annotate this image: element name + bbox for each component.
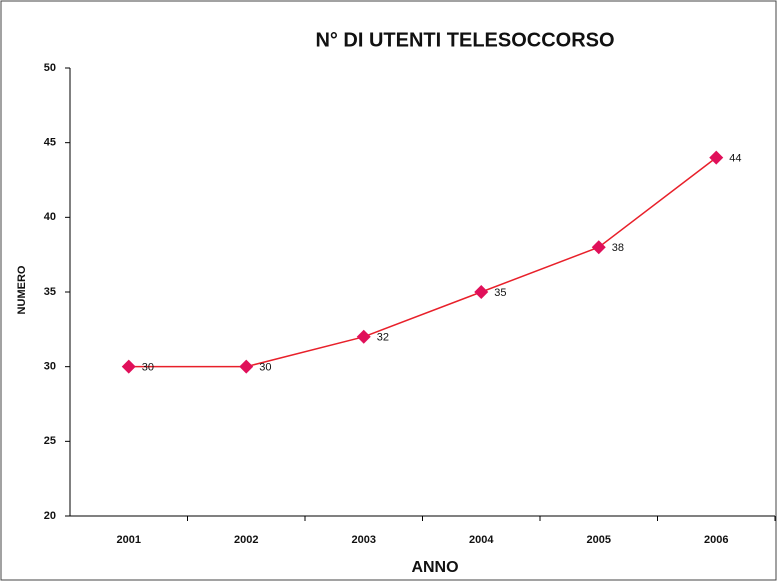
y-tick-label: 30 <box>44 361 56 373</box>
x-axis-label: ANNO <box>411 559 458 576</box>
data-label: 38 <box>612 242 624 254</box>
y-axis-label: NUMERO <box>16 265 28 314</box>
x-tick-label: 2004 <box>469 534 494 546</box>
marker <box>121 359 136 374</box>
y-tick-label: 40 <box>44 211 56 223</box>
marker <box>239 359 254 374</box>
data-label: 30 <box>259 362 271 374</box>
x-tick-label: 2001 <box>117 534 141 546</box>
marker <box>591 240 606 255</box>
y-tick-label: 35 <box>44 286 56 298</box>
data-label: 32 <box>377 332 389 344</box>
marker <box>709 150 724 165</box>
data-label: 44 <box>729 153 741 165</box>
x-tick-label: 2003 <box>352 534 376 546</box>
x-tick-label: 2002 <box>234 534 258 546</box>
y-tick-label: 20 <box>44 510 56 522</box>
data-label: 35 <box>494 287 506 299</box>
x-tick-label: 2005 <box>587 534 611 546</box>
y-tick-label: 25 <box>44 435 56 447</box>
chart-title: N° DI UTENTI TELESOCCORSO <box>315 29 614 51</box>
line <box>128 157 717 368</box>
y-tick-label: 45 <box>44 137 56 149</box>
data-label: 30 <box>142 362 154 374</box>
y-tick-label: 50 <box>44 62 56 74</box>
marker <box>356 329 371 344</box>
x-tick-label: 2006 <box>704 534 728 546</box>
marker <box>474 285 489 299</box>
